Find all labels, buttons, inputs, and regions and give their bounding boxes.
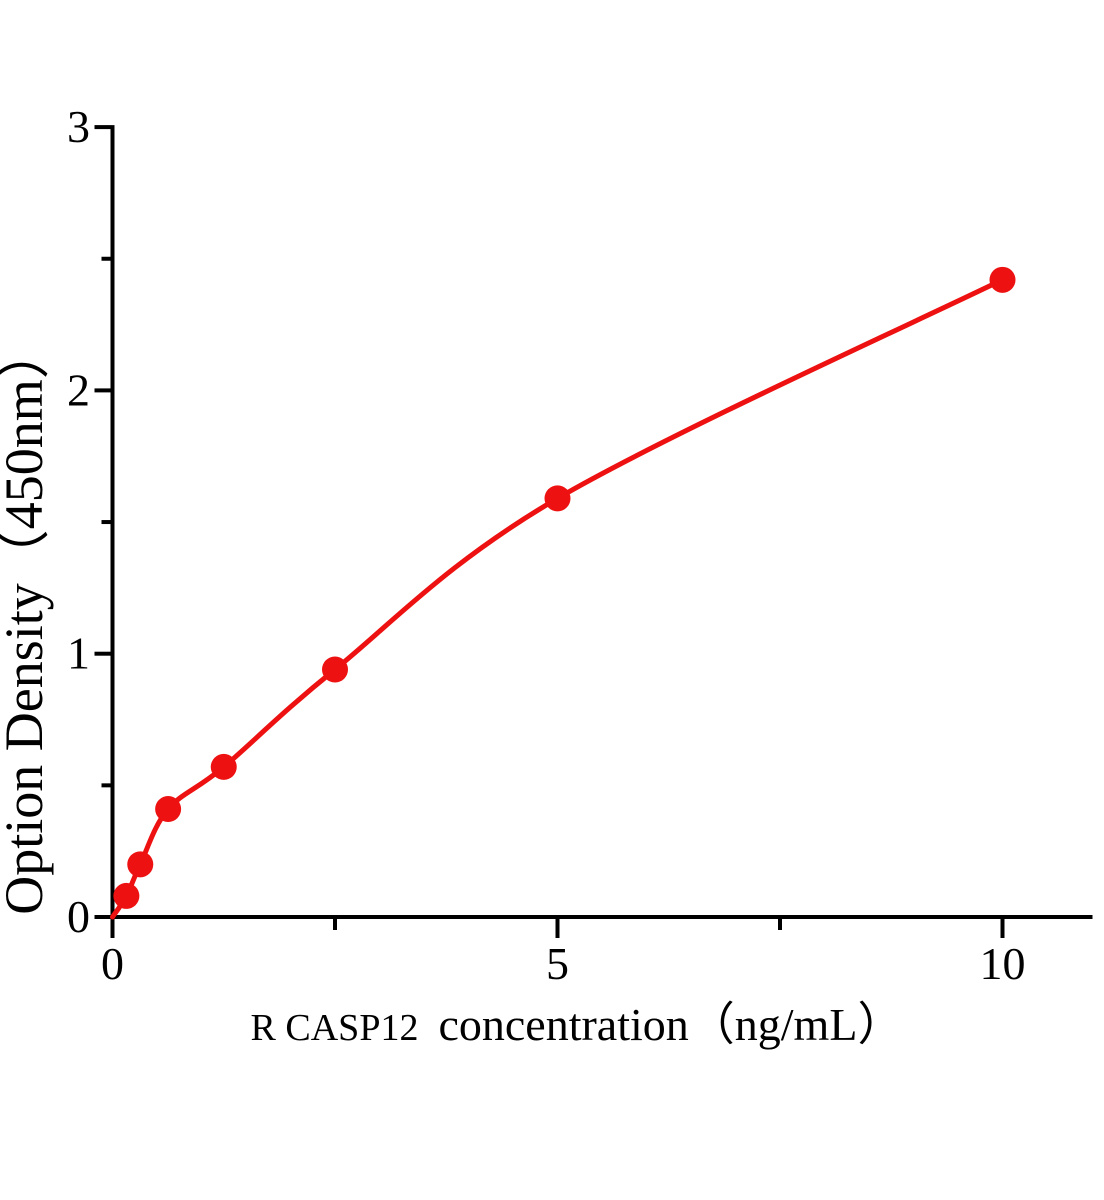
x-tick-label: 10 (980, 938, 1026, 989)
x-axis-title-main: concentration（ng/mL） (438, 999, 903, 1050)
y-tick-label: 0 (67, 891, 90, 942)
y-tick-label: 3 (67, 101, 90, 152)
x-tick-label: 0 (101, 938, 124, 989)
fit-curve (110, 277, 1005, 920)
data-point (127, 851, 154, 878)
data-point (544, 485, 571, 512)
x-axis: 0 5 10 (101, 915, 1093, 989)
data-point (322, 656, 348, 683)
data-points (113, 266, 1016, 909)
x-tick-label: 5 (546, 938, 569, 989)
x-axis-title-prefix: R CASP12 (251, 1007, 419, 1049)
data-point (210, 753, 237, 780)
y-axis-title: Option Density（450nm） (0, 325, 54, 915)
y-axis: 0 1 2 3 (67, 101, 115, 942)
y-tick-label: 1 (67, 628, 90, 679)
y-tick-label: 2 (67, 364, 90, 415)
data-point (113, 882, 140, 909)
data-point (989, 266, 1016, 293)
fit-curve-path (110, 277, 1005, 920)
data-point (155, 796, 182, 823)
x-axis-title: R CASP12 concentration（ng/mL） (251, 999, 904, 1050)
